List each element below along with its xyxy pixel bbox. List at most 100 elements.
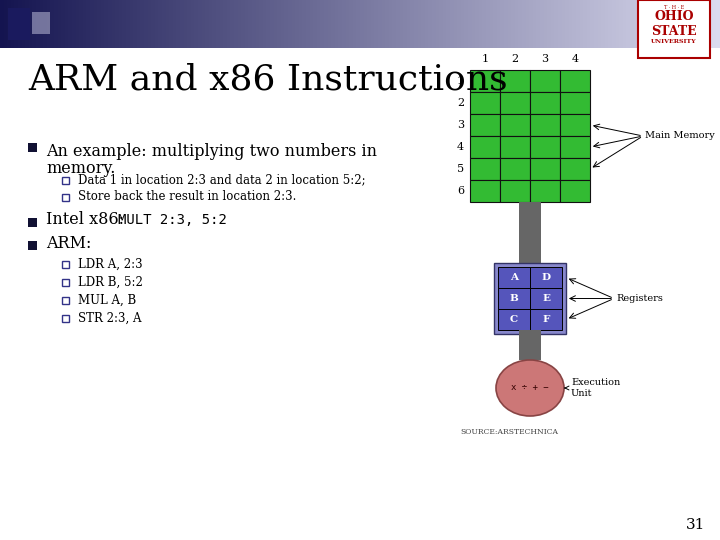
- Bar: [530, 180, 560, 202]
- Bar: [547, 0, 552, 48]
- Bar: [691, 0, 696, 48]
- Text: Execution
Unit: Execution Unit: [565, 379, 620, 397]
- Bar: [470, 70, 500, 92]
- Bar: [648, 0, 652, 48]
- Bar: [619, 0, 624, 48]
- Bar: [335, 0, 339, 48]
- Bar: [623, 0, 627, 48]
- Bar: [227, 0, 231, 48]
- Bar: [421, 0, 426, 48]
- Bar: [425, 0, 429, 48]
- Bar: [533, 0, 537, 48]
- Bar: [713, 0, 717, 48]
- Bar: [306, 0, 310, 48]
- Text: 2: 2: [511, 54, 518, 64]
- Bar: [140, 0, 145, 48]
- Text: 6: 6: [457, 186, 464, 196]
- Bar: [392, 0, 397, 48]
- Bar: [576, 0, 580, 48]
- Bar: [472, 0, 476, 48]
- Bar: [580, 0, 584, 48]
- Bar: [176, 0, 181, 48]
- Bar: [50, 0, 55, 48]
- Bar: [410, 0, 415, 48]
- Bar: [302, 0, 307, 48]
- Bar: [446, 0, 451, 48]
- Bar: [498, 267, 530, 288]
- Bar: [162, 0, 166, 48]
- Bar: [28, 143, 37, 152]
- Bar: [115, 0, 120, 48]
- Bar: [61, 0, 66, 48]
- Bar: [518, 0, 523, 48]
- Bar: [288, 0, 292, 48]
- Bar: [62, 177, 69, 184]
- Text: Store back the result in location 2:3.: Store back the result in location 2:3.: [78, 191, 297, 204]
- Bar: [493, 0, 498, 48]
- Text: Main Memory: Main Memory: [645, 132, 715, 140]
- Text: B: B: [510, 294, 518, 303]
- Bar: [184, 0, 188, 48]
- Bar: [252, 0, 256, 48]
- Bar: [22, 0, 26, 48]
- Bar: [216, 0, 220, 48]
- Bar: [295, 0, 300, 48]
- Bar: [519, 202, 541, 267]
- Bar: [47, 0, 51, 48]
- Bar: [54, 0, 58, 48]
- Bar: [72, 0, 76, 48]
- Bar: [342, 0, 346, 48]
- Bar: [148, 0, 152, 48]
- Bar: [497, 0, 501, 48]
- Text: T · H · E: T · H · E: [664, 5, 684, 10]
- Bar: [630, 0, 634, 48]
- Bar: [191, 0, 195, 48]
- Bar: [28, 241, 37, 250]
- Bar: [396, 0, 400, 48]
- Text: LDR B, 5:2: LDR B, 5:2: [78, 275, 143, 288]
- Bar: [638, 0, 710, 58]
- Bar: [62, 194, 69, 201]
- Bar: [389, 0, 393, 48]
- Bar: [378, 0, 382, 48]
- Bar: [530, 288, 562, 309]
- Bar: [198, 0, 202, 48]
- Bar: [626, 0, 631, 48]
- Bar: [270, 0, 274, 48]
- Bar: [529, 0, 534, 48]
- Bar: [716, 0, 720, 48]
- Text: STATE: STATE: [651, 25, 697, 38]
- Bar: [494, 263, 566, 334]
- Bar: [356, 0, 361, 48]
- Bar: [338, 0, 343, 48]
- Bar: [560, 114, 590, 136]
- Text: LDR A, 2:3: LDR A, 2:3: [78, 258, 143, 271]
- Bar: [662, 0, 667, 48]
- Bar: [248, 0, 253, 48]
- Bar: [76, 0, 80, 48]
- Bar: [328, 0, 332, 48]
- Bar: [137, 0, 141, 48]
- Bar: [479, 0, 483, 48]
- Bar: [133, 0, 138, 48]
- Bar: [14, 0, 19, 48]
- Bar: [551, 0, 555, 48]
- Bar: [500, 70, 530, 92]
- Bar: [536, 0, 541, 48]
- Bar: [374, 0, 379, 48]
- Bar: [562, 0, 566, 48]
- Bar: [122, 0, 127, 48]
- Bar: [530, 267, 562, 288]
- Bar: [62, 279, 69, 286]
- Bar: [486, 0, 490, 48]
- Bar: [612, 0, 616, 48]
- Bar: [281, 0, 285, 48]
- Bar: [504, 0, 508, 48]
- Bar: [587, 0, 591, 48]
- Bar: [284, 0, 289, 48]
- Text: 4: 4: [572, 54, 579, 64]
- Bar: [68, 0, 73, 48]
- Bar: [324, 0, 328, 48]
- Bar: [62, 297, 69, 304]
- Bar: [500, 0, 505, 48]
